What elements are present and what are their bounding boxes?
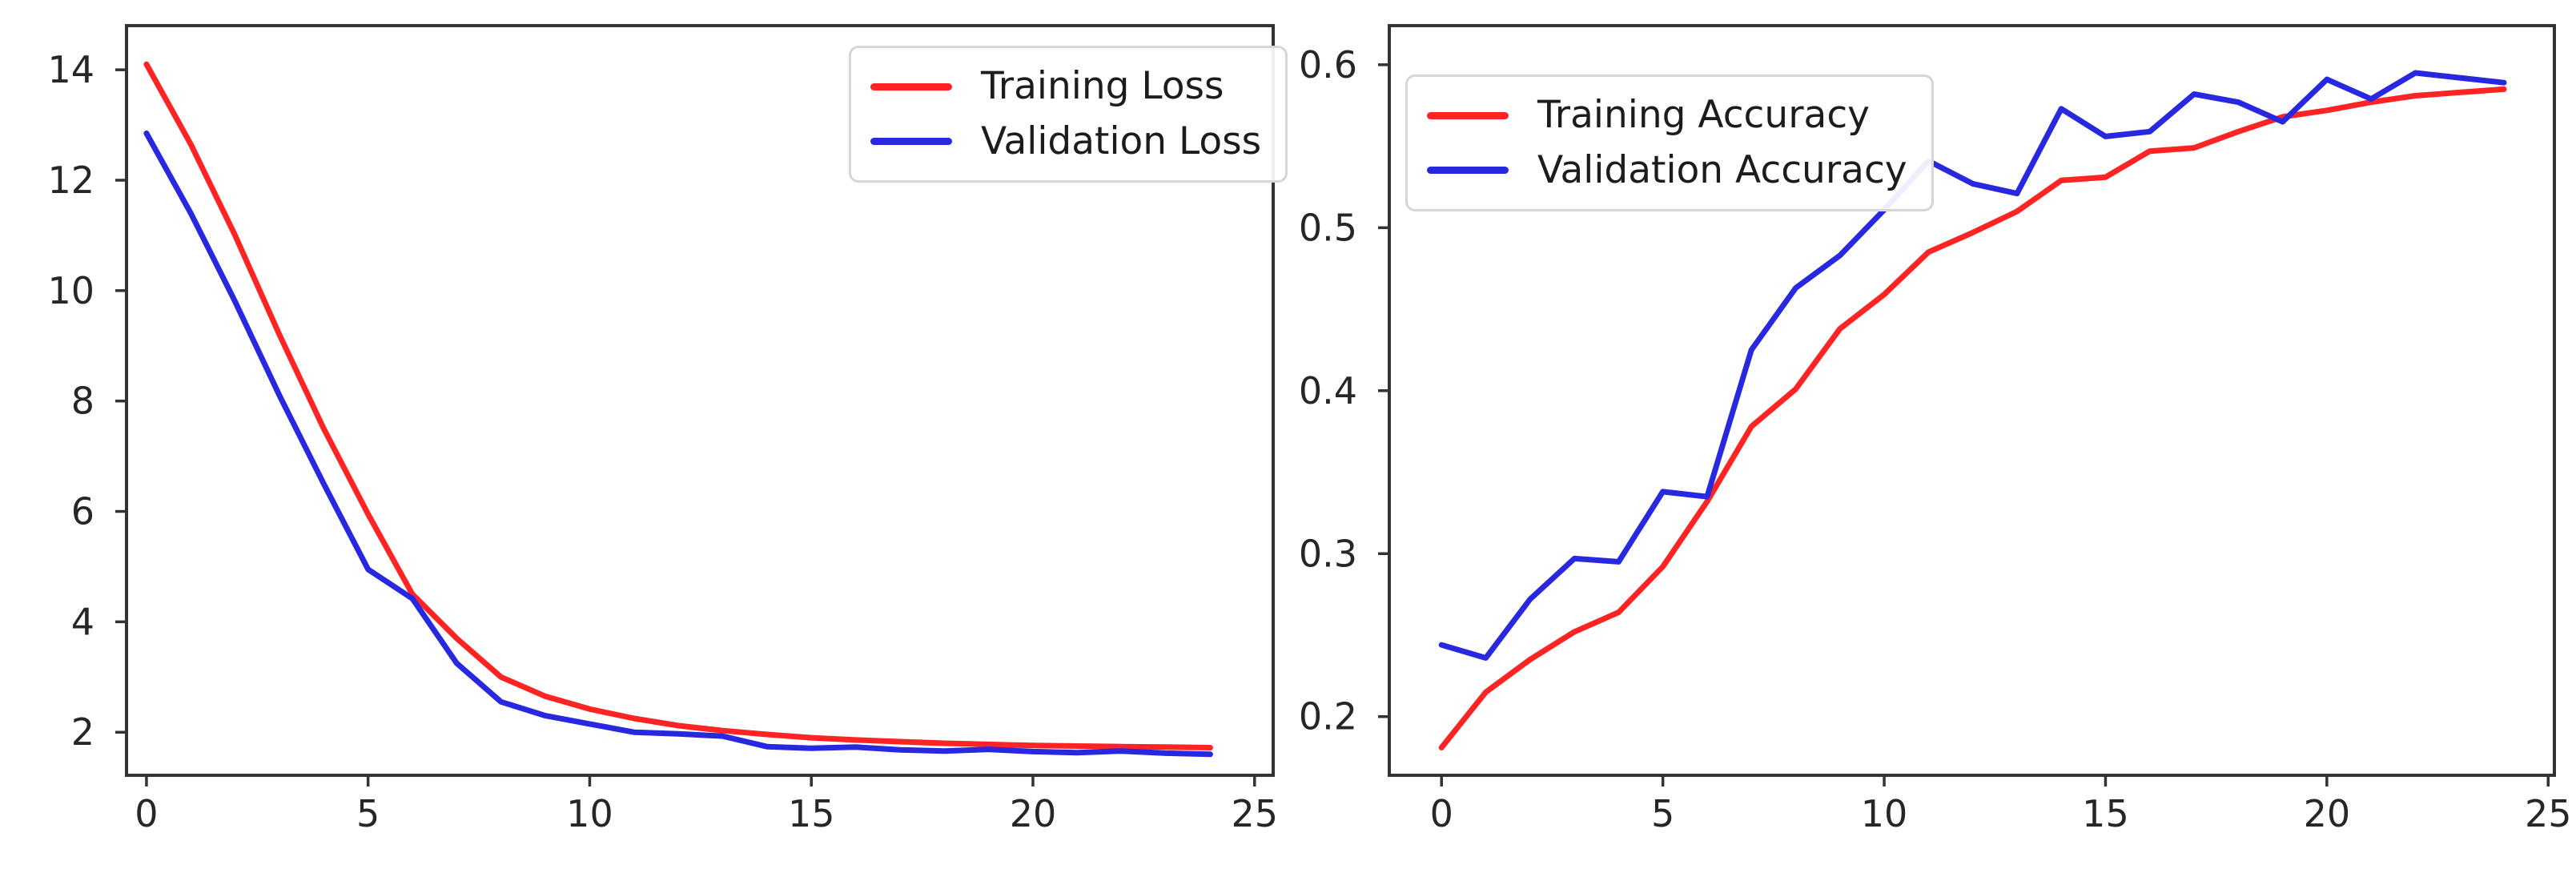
legend-accuracy: Training Accuracy Validation Accuracy xyxy=(1405,74,1934,212)
validation-loss-line-swatch xyxy=(870,138,952,146)
y-axis-tick-label: 4 xyxy=(71,600,94,643)
legend-label-validation-loss: Validation Loss xyxy=(981,119,1262,163)
x-axis-tick-label: 5 xyxy=(356,792,380,835)
y-axis-tick-label: 10 xyxy=(47,269,94,312)
x-axis-tick-label: 25 xyxy=(1231,792,1278,835)
y-axis-tick-label: 8 xyxy=(71,380,94,423)
x-axis-tick-label: 20 xyxy=(1010,792,1057,835)
y-axis-tick-label: 0.5 xyxy=(1299,206,1357,249)
y-axis-tick-label: 14 xyxy=(47,48,94,91)
x-axis-tick-label: 0 xyxy=(135,792,158,835)
x-axis-tick-label: 10 xyxy=(1861,792,1908,835)
x-axis-tick-label: 25 xyxy=(2525,792,2572,835)
x-axis-tick-label: 15 xyxy=(788,792,835,835)
validation-accuracy-line xyxy=(1438,70,2507,661)
x-axis-tick-label: 20 xyxy=(2304,792,2351,835)
x-axis-tick-label: 10 xyxy=(566,792,613,835)
y-axis-tick-label: 6 xyxy=(71,490,94,533)
legend-label-training-accuracy: Training Accuracy xyxy=(1537,93,1870,137)
training-loss-line-swatch xyxy=(870,82,952,91)
y-axis-tick-label: 12 xyxy=(47,159,94,202)
y-axis-tick-label: 0.2 xyxy=(1299,695,1357,738)
legend-item-training-accuracy: Training Accuracy xyxy=(1427,93,1907,137)
legend-item-validation-accuracy: Validation Accuracy xyxy=(1427,147,1907,192)
y-axis-tick-label: 0.4 xyxy=(1299,369,1357,412)
training-loss-line xyxy=(143,61,1213,750)
validation-accuracy-line-swatch xyxy=(1427,167,1509,175)
legend-loss: Training Loss Validation Loss xyxy=(849,46,1288,183)
legend-item-validation-loss: Validation Loss xyxy=(870,119,1262,163)
legend-label-validation-accuracy: Validation Accuracy xyxy=(1537,147,1907,192)
accuracy-chart-axes-frame xyxy=(1388,24,2556,777)
legend-item-training-loss: Training Loss xyxy=(870,64,1261,108)
x-axis-tick-label: 15 xyxy=(2082,792,2129,835)
legend-label-training-loss: Training Loss xyxy=(981,64,1224,108)
training-accuracy-line-swatch xyxy=(1427,111,1509,119)
y-axis-tick-label: 0.3 xyxy=(1299,532,1357,575)
training-accuracy-line xyxy=(1438,86,2507,750)
x-axis-tick-label: 5 xyxy=(1651,792,1674,835)
validation-loss-line xyxy=(143,130,1213,758)
y-axis-tick-label: 0.6 xyxy=(1299,43,1357,86)
x-axis-tick-label: 0 xyxy=(1430,792,1453,835)
y-axis-tick-label: 2 xyxy=(71,710,94,754)
